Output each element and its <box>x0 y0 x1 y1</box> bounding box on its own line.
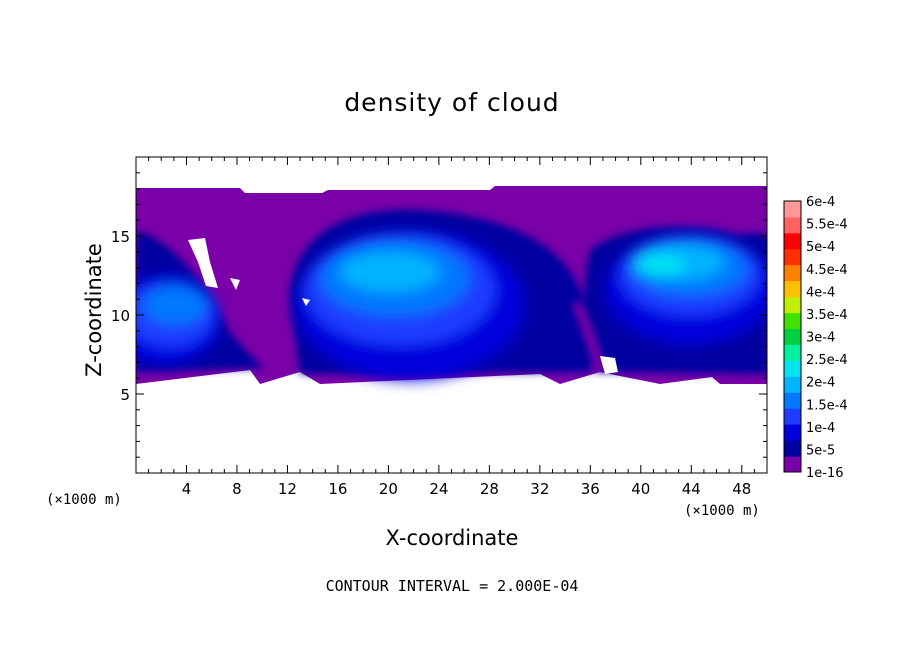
colorbar-label: 4.5e-4 <box>806 263 848 278</box>
colorbar-swatch <box>784 264 801 282</box>
gap-2 <box>230 278 240 290</box>
y-axis-label: Z-coordinate <box>82 243 106 377</box>
colorbar-label: 2.5e-4 <box>806 353 848 368</box>
x-tick-label: 24 <box>429 480 448 498</box>
colorbar-swatch <box>784 312 801 330</box>
y-tick-label: 10 <box>111 307 130 325</box>
colorbar-swatch <box>784 360 801 377</box>
colorbar-label: 5.5e-4 <box>806 218 848 233</box>
colorbar-label: 1e-4 <box>806 421 835 436</box>
x-tick-label: 32 <box>530 480 549 498</box>
colorbar-label: 6e-4 <box>806 195 835 210</box>
colorbar-swatch <box>784 392 801 409</box>
colorbar-swatch <box>784 440 801 457</box>
x-axis-ticks: 4 8 12 16 20 24 28 32 36 40 44 48 <box>148 157 755 498</box>
x-unit-label: (×1000 m) <box>684 503 760 519</box>
colorbar-swatch <box>784 296 801 314</box>
gap-3 <box>600 356 618 374</box>
colorbar-label: 1.5e-4 <box>806 398 848 413</box>
gap-4 <box>302 298 310 306</box>
x-tick-label: 40 <box>631 480 650 498</box>
blob-cyan-center <box>340 252 440 292</box>
y-unit-label: (×1000 m) <box>46 492 122 508</box>
blob-bright-right <box>635 255 685 275</box>
colorbar-swatch <box>784 424 801 441</box>
streak-2 <box>572 300 605 372</box>
colorbar-label: 5e-4 <box>806 240 835 255</box>
colorbar-label: 3.5e-4 <box>806 308 848 323</box>
x-tick-label: 16 <box>328 480 347 498</box>
colorbar-swatch <box>784 280 801 298</box>
x-tick-label: 28 <box>480 480 499 498</box>
colorbar-swatch <box>784 232 801 250</box>
x-tick-label: 8 <box>232 480 242 498</box>
colorbar-label: 2e-4 <box>806 376 835 391</box>
colorbar-swatch <box>784 328 801 345</box>
blob-light-left <box>143 285 207 325</box>
colorbar-swatch <box>784 344 801 361</box>
colorbar-swatch <box>784 248 801 266</box>
x-tick-label: 20 <box>379 480 398 498</box>
y-tick-label: 5 <box>120 386 130 404</box>
colorbar-swatch <box>784 201 801 218</box>
colorbar-label: 4e-4 <box>806 285 835 300</box>
x-tick-label: 44 <box>682 480 701 498</box>
gap-1 <box>188 238 218 288</box>
x-tick-label: 4 <box>182 480 192 498</box>
colorbar: 1e-16 5e-5 1e-4 1.5e-4 2e-4 2.5e-4 3e-4 3.5e-4 4… <box>783 195 848 481</box>
x-tick-label: 12 <box>278 480 297 498</box>
colorbar-swatch <box>784 456 801 473</box>
y-tick-label: 15 <box>111 228 130 246</box>
contour-interval-note: CONTOUR INTERVAL = 2.000E-04 <box>325 577 579 595</box>
x-axis-label: X-coordinate <box>385 526 519 550</box>
x-tick-label: 36 <box>581 480 600 498</box>
colorbar-swatch <box>784 216 801 234</box>
streak-1 <box>225 288 280 370</box>
colorbar-label: 3e-4 <box>806 331 835 346</box>
colorbar-frame <box>783 200 802 473</box>
chart-title: density of cloud <box>344 88 560 117</box>
colorbar-swatch <box>784 408 801 425</box>
colorbar-label: 5e-5 <box>806 443 835 458</box>
x-tick-label: 48 <box>732 480 751 498</box>
colorbar-label: 1e-16 <box>806 466 844 481</box>
colorbar-swatch <box>784 376 801 393</box>
cloud-density-field <box>136 186 767 384</box>
y-axis-ticks: 5 10 15 <box>111 172 767 458</box>
